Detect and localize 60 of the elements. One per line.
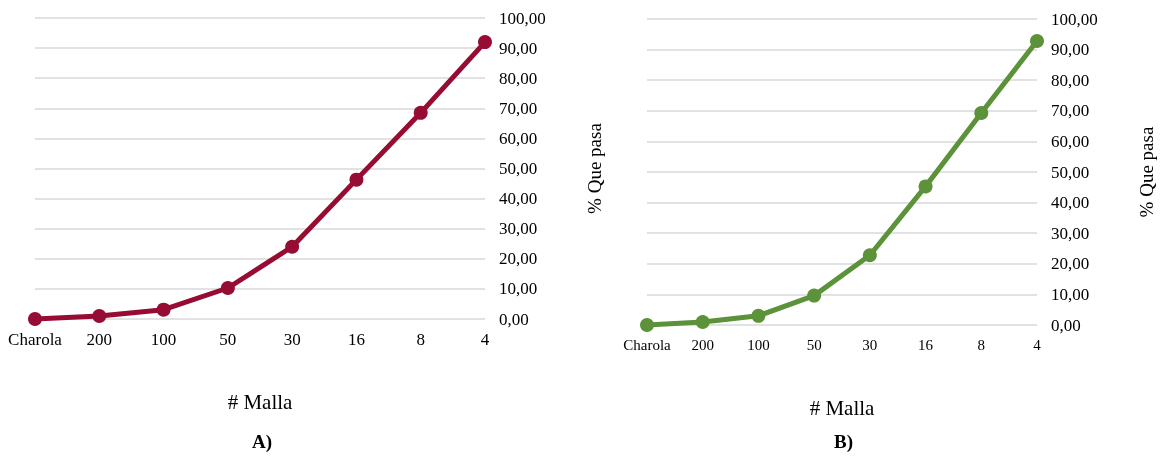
- x-tick-label: 30: [862, 336, 878, 353]
- x-tick-label: 200: [86, 330, 113, 349]
- point: [974, 105, 989, 120]
- y-tick-label: 30,00: [499, 219, 538, 239]
- y-tick-label: 20,00: [1051, 254, 1090, 274]
- x-tick-label: 16: [918, 336, 934, 353]
- x-tick-label: 30: [283, 330, 301, 349]
- y-tick-label: 80,00: [1051, 70, 1090, 90]
- point: [751, 308, 766, 323]
- x-tick-label: Charola: [623, 336, 672, 353]
- x-tick-label: 100: [747, 336, 770, 353]
- point: [349, 172, 364, 187]
- point: [695, 314, 710, 329]
- y-axis-title: % Que pasa: [1136, 126, 1157, 218]
- x-axis-title: # Malla: [809, 395, 876, 420]
- y-tick-label: 80,00: [499, 68, 538, 88]
- y-tick-label: 30,00: [1051, 223, 1090, 243]
- y-tick-label: 40,00: [1051, 193, 1090, 213]
- y-axis-title: % Que pasa: [584, 122, 605, 214]
- x-axis-title: # Malla: [227, 389, 294, 414]
- y-tick-label: 50,00: [1051, 162, 1090, 182]
- point: [220, 281, 235, 295]
- y-tick-label: 0,00: [499, 309, 529, 329]
- y-tick-label: 90,00: [1051, 40, 1090, 60]
- x-tick-label: 4: [480, 330, 490, 349]
- x-tick-label: 50: [806, 336, 822, 353]
- point: [285, 239, 300, 254]
- point: [478, 35, 492, 50]
- point: [413, 105, 428, 120]
- point: [156, 302, 171, 317]
- y-tick-label: 50,00: [499, 159, 538, 178]
- y-tick-label: 100,00: [499, 8, 546, 28]
- y-tick-label: 40,00: [499, 189, 538, 209]
- x-tick-label: 50: [219, 330, 237, 349]
- x-tick-label: 8: [977, 336, 986, 353]
- y-tick-label: 0,00: [1051, 315, 1081, 335]
- y-tick-label: 100,00: [1051, 9, 1098, 29]
- x-tick-label: 16: [347, 330, 365, 349]
- point: [92, 308, 107, 323]
- y-tick-label: 60,00: [499, 128, 538, 148]
- text: A): [252, 431, 273, 453]
- point: [640, 318, 654, 332]
- x-tick-label: 8: [416, 330, 425, 349]
- y-tick-label: 10,00: [1051, 284, 1090, 304]
- point: [807, 288, 822, 303]
- point: [1030, 34, 1044, 49]
- y-tick-label: 70,00: [1051, 101, 1090, 121]
- point: [918, 179, 933, 194]
- y-tick-label: 60,00: [1051, 131, 1090, 151]
- y-tick-label: 70,00: [499, 98, 538, 118]
- y-tick-label: 90,00: [499, 38, 538, 58]
- x-tick-label: 100: [150, 330, 177, 349]
- point: [28, 312, 42, 326]
- y-tick-label: 10,00: [499, 279, 538, 299]
- text: B): [834, 431, 853, 453]
- y-tick-label: 20,00: [499, 249, 538, 269]
- x-tick-label: Charola: [8, 330, 63, 349]
- point: [862, 248, 877, 263]
- x-tick-label: 200: [691, 336, 714, 353]
- x-tick-label: 4: [1033, 336, 1042, 353]
